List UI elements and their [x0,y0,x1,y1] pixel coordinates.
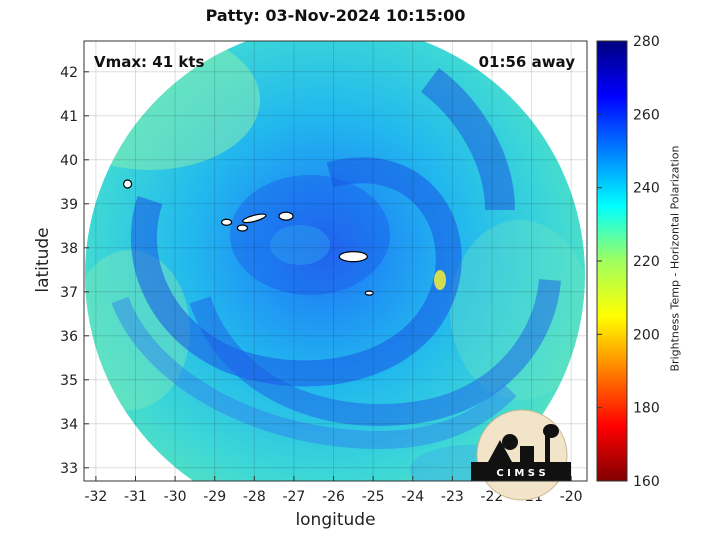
x-tick-label: -32 [84,489,107,505]
x-tick-label: -20 [560,489,583,505]
cimss-logo-text: C I M S S [496,468,545,479]
colorbar-ticks: 280 260 240 220 200 180 160 [597,34,660,490]
y-tick-label: 42 [60,65,78,81]
x-tick-label: -23 [441,489,464,505]
colorbar-tick-label: 180 [633,401,660,417]
x-axis-label: longitude [295,510,376,530]
island-outline [338,251,368,263]
time-away-label: 01:56 away [478,53,575,71]
grid-lines [84,41,587,481]
y-axis-label: latitude [33,227,53,293]
cimss-logo: C I M S S [471,409,571,501]
x-tick-label: -26 [322,489,345,505]
y-tick-label: 40 [60,153,78,169]
y-tick-label: 39 [60,197,78,213]
chart-title: Patty: 03-Nov-2024 10:15:00 [205,6,466,25]
island-outline [122,179,133,189]
x-tick-label: -31 [124,489,147,505]
island-outline [278,211,294,221]
x-tick-label: -25 [362,489,385,505]
colorbar-tick-label: 280 [633,34,660,50]
island-outline [236,224,249,232]
x-tick-label: -28 [243,489,266,505]
y-tick-label: 38 [60,241,78,257]
colorbar-tick-label: 200 [633,327,660,343]
axes-frame [83,40,588,482]
y-tick-label: 36 [60,329,78,345]
x-tick-label: -27 [282,489,305,505]
x-tick-label: -30 [164,489,187,505]
y-axis-ticks: 33 34 35 36 37 38 39 40 41 42 [60,65,89,477]
island-outline [242,213,267,224]
y-tick-label: 41 [60,109,78,125]
island-outline [220,218,233,226]
colorbar-tick-label: 260 [633,107,660,123]
x-tick-label: -29 [203,489,226,505]
y-tick-label: 37 [60,285,78,301]
y-tick-label: 35 [60,373,78,389]
y-tick-label: 34 [60,417,78,433]
colorbar-tick-label: 240 [633,181,660,197]
colorbar-tick-label: 220 [633,254,660,270]
colorbar-tick-label: 160 [633,474,660,490]
x-tick-label: -24 [401,489,424,505]
island-outline [364,290,374,296]
island-outlines [122,179,374,296]
y-tick-label: 33 [60,461,78,477]
vmax-label: Vmax: 41 kts [94,53,205,71]
colorbar-label: Brightness Temp - Horizontal Polarizatio… [668,145,682,372]
